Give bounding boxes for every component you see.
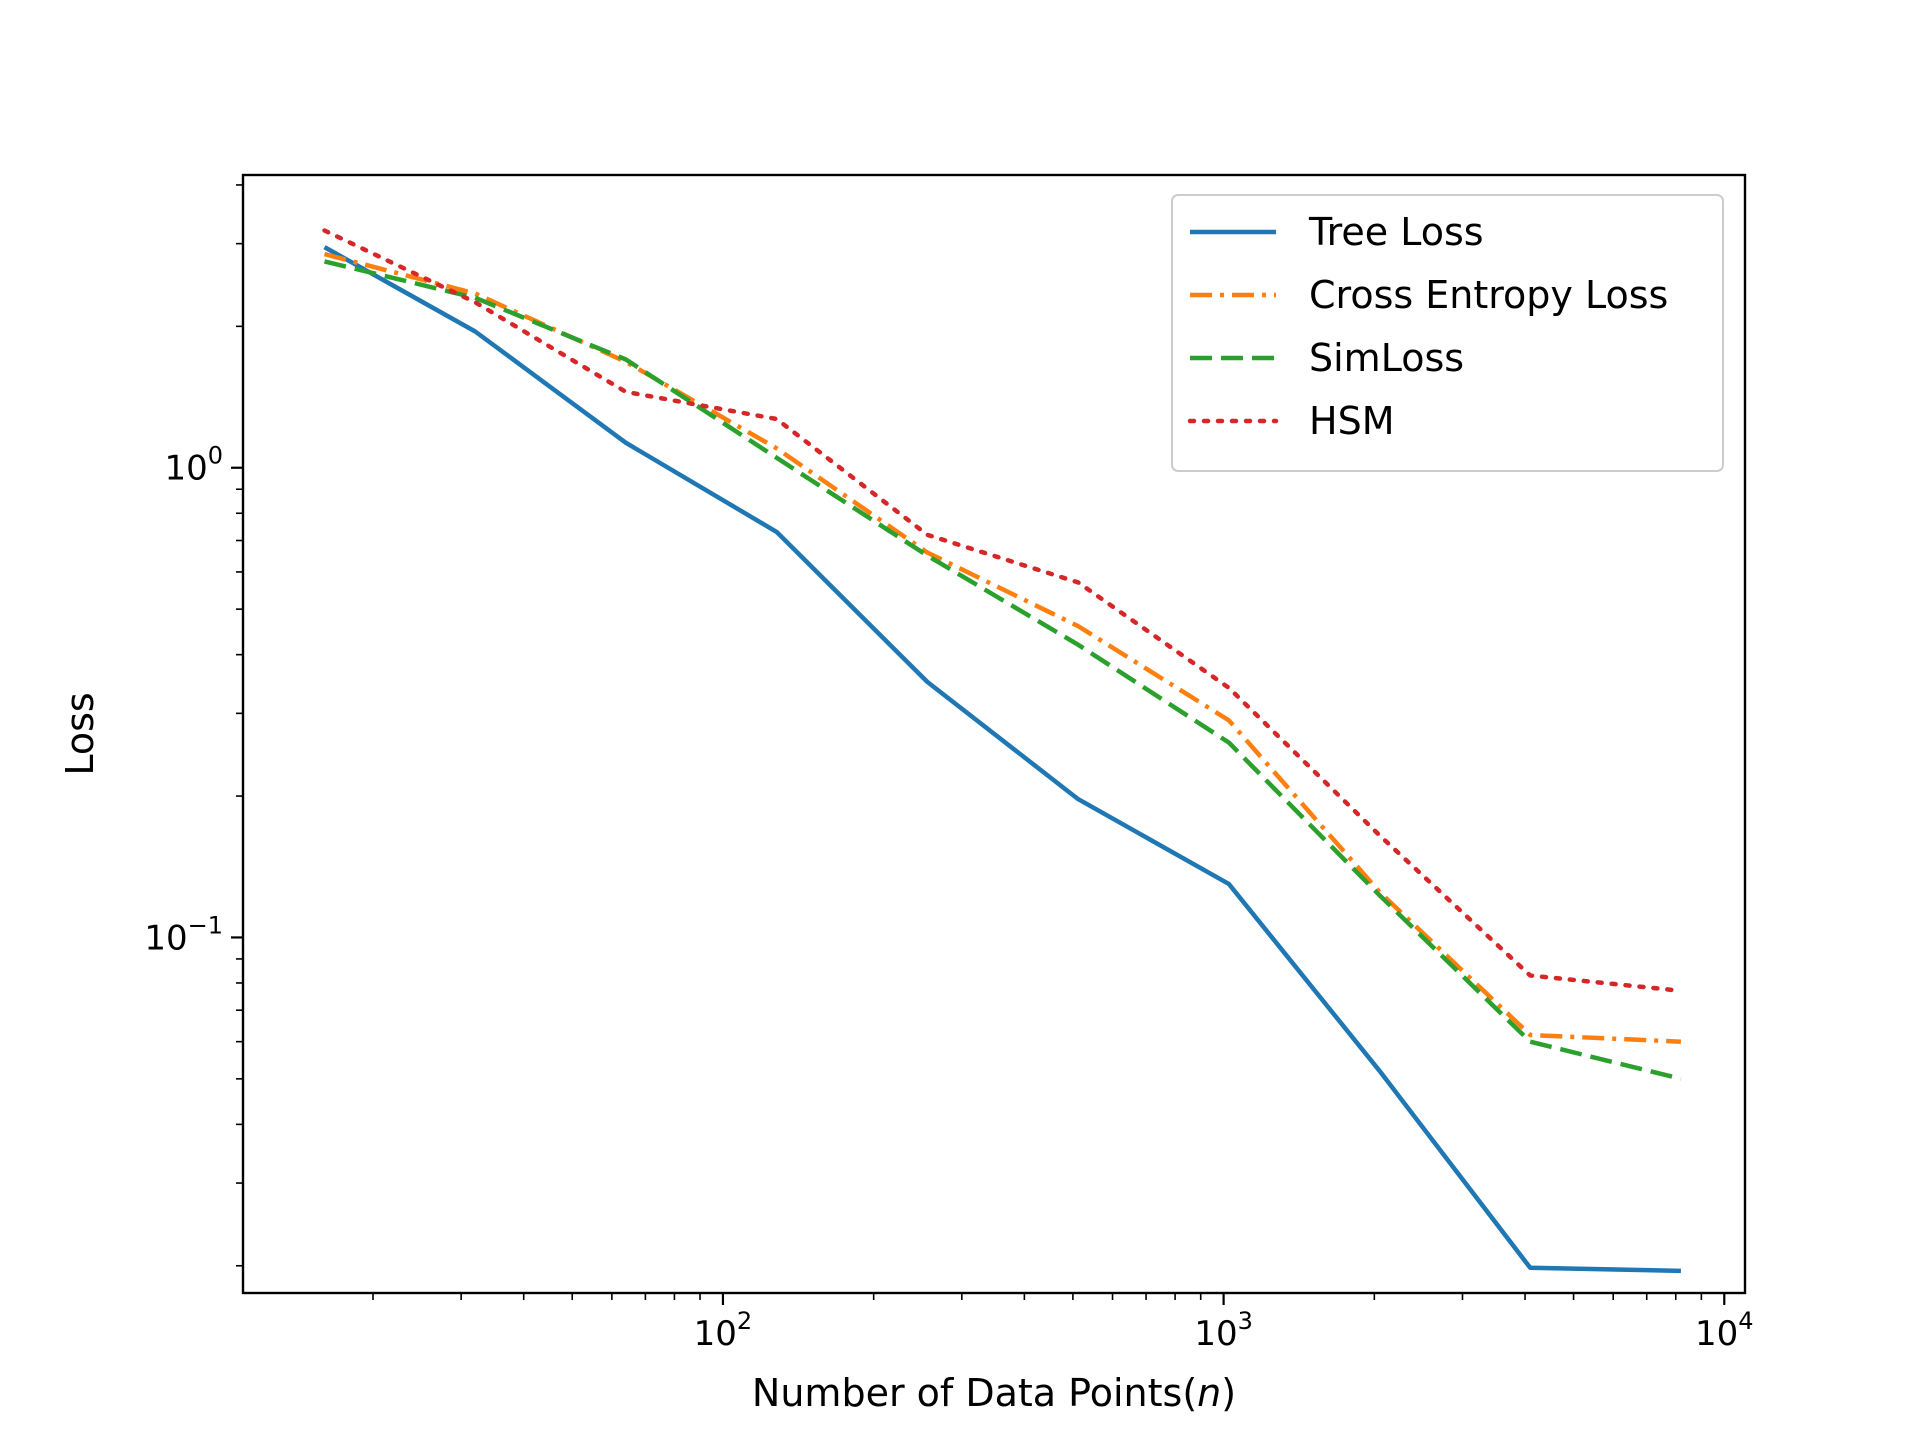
plot-lines (322, 228, 1684, 1274)
series-line-3 (323, 259, 1682, 1081)
series-line-1 (323, 245, 1681, 1274)
x-tick-label: 102 (694, 1307, 753, 1354)
y-tick-label: 10−1 (144, 911, 223, 958)
legend: Tree Loss Cross Entropy Loss SimLoss HSM (1171, 194, 1724, 472)
x-axis-title: Number of Data Points(n) (752, 1371, 1236, 1415)
series-line-4 (322, 228, 1684, 994)
y-axis-title: Loss (58, 692, 102, 775)
legend-label: Tree Loss (1308, 210, 1484, 254)
x-tick-label: 103 (1194, 1307, 1253, 1354)
legend-box (1171, 194, 1724, 472)
plot-frame (241, 173, 1747, 1295)
y-axis-ticks: 100 10−1 (144, 184, 243, 1267)
series-line-2 (323, 251, 1681, 1044)
legend-label: HSM (1309, 399, 1394, 443)
legend-label: Cross Entropy Loss (1309, 273, 1668, 317)
x-axis-ticks: 102 103 104 (372, 1293, 1754, 1354)
legend-label: SimLoss (1309, 336, 1464, 380)
y-tick-label: 100 (164, 442, 223, 489)
x-tick-label: 104 (1695, 1307, 1754, 1354)
